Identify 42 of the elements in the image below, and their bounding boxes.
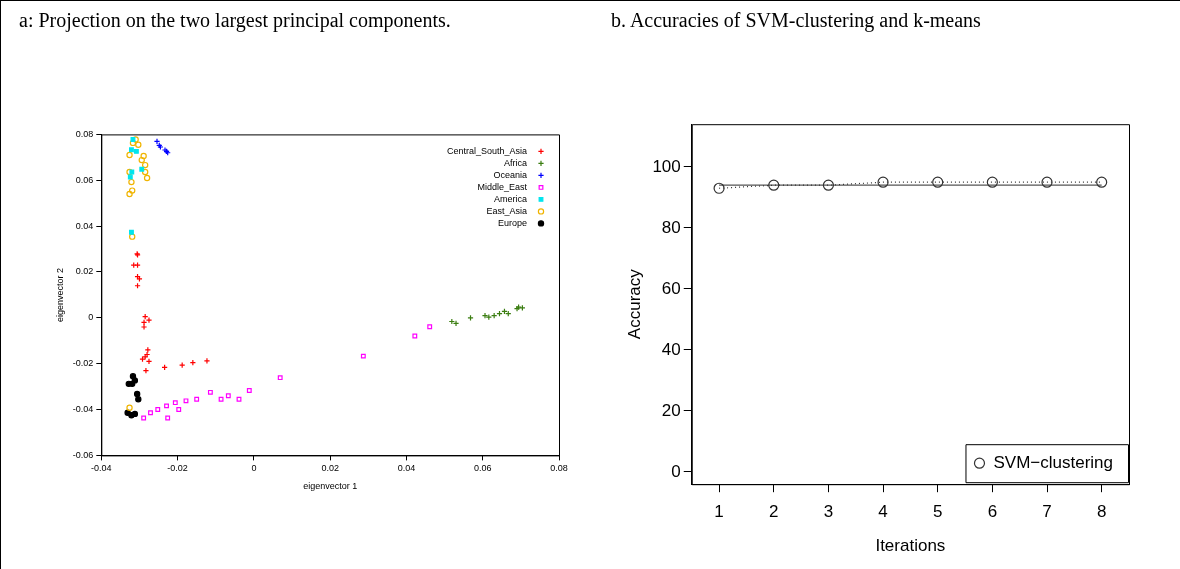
y-tick-label: 0.02 bbox=[75, 266, 94, 277]
y-tick-label: -0.04 bbox=[72, 404, 94, 415]
legend-label: Central_South_Asia bbox=[446, 145, 527, 156]
legend-label: Europe bbox=[497, 217, 527, 228]
x-axis-title: eigenvector 1 bbox=[303, 481, 358, 492]
x-tick-label: 0 bbox=[251, 463, 257, 474]
x-tick-label: 7 bbox=[1042, 502, 1052, 522]
y-axis-title: eigenvector 2 bbox=[54, 267, 65, 322]
x-tick-label: -0.02 bbox=[167, 463, 188, 474]
y-tick-label: 20 bbox=[661, 400, 681, 420]
x-tick-label: 0.08 bbox=[550, 463, 568, 474]
x-tick-label: 5 bbox=[932, 502, 943, 522]
x-axis-title: Iterations bbox=[875, 536, 946, 556]
x-tick-label: 2 bbox=[769, 502, 779, 522]
y-tick-label: 0.08 bbox=[75, 128, 94, 139]
y-tick-label: -0.02 bbox=[72, 358, 94, 369]
legend-label: SVM−clustering bbox=[993, 452, 1114, 472]
y-tick-label: 80 bbox=[661, 217, 681, 237]
x-tick-label: 0.06 bbox=[473, 463, 492, 474]
chart-title: a: Projection on the two largest principal components. bbox=[19, 9, 451, 32]
legend-label: America bbox=[493, 193, 527, 204]
x-tick-label: 4 bbox=[878, 502, 888, 522]
legend-label: Middle_East bbox=[477, 181, 528, 192]
x-tick-label: 6 bbox=[987, 502, 998, 522]
x-tick-label: 3 bbox=[823, 502, 834, 522]
y-tick-label: 60 bbox=[661, 278, 681, 298]
y-tick-label: 40 bbox=[661, 339, 681, 359]
y-tick-label: 0 bbox=[88, 312, 94, 323]
y-axis-title: Accuracy bbox=[624, 268, 644, 340]
legend-label: East_Asia bbox=[486, 205, 527, 216]
y-tick-label: 0.04 bbox=[75, 220, 94, 231]
x-tick-label: -0.04 bbox=[91, 463, 112, 474]
y-tick-label: 100 bbox=[652, 156, 681, 176]
x-tick-label: 0.02 bbox=[321, 463, 339, 474]
legend-label: Africa bbox=[503, 157, 527, 168]
legend-label: Oceania bbox=[493, 169, 527, 180]
x-tick-label: 0.04 bbox=[397, 463, 416, 474]
y-tick-label: 0.06 bbox=[75, 174, 94, 185]
chart-title: b. Accuracies of SVM-clustering and k-means bbox=[611, 9, 981, 32]
x-tick-label: 8 bbox=[1096, 502, 1107, 522]
x-tick-label: 1 bbox=[714, 502, 724, 522]
y-tick-label: -0.06 bbox=[72, 449, 94, 460]
